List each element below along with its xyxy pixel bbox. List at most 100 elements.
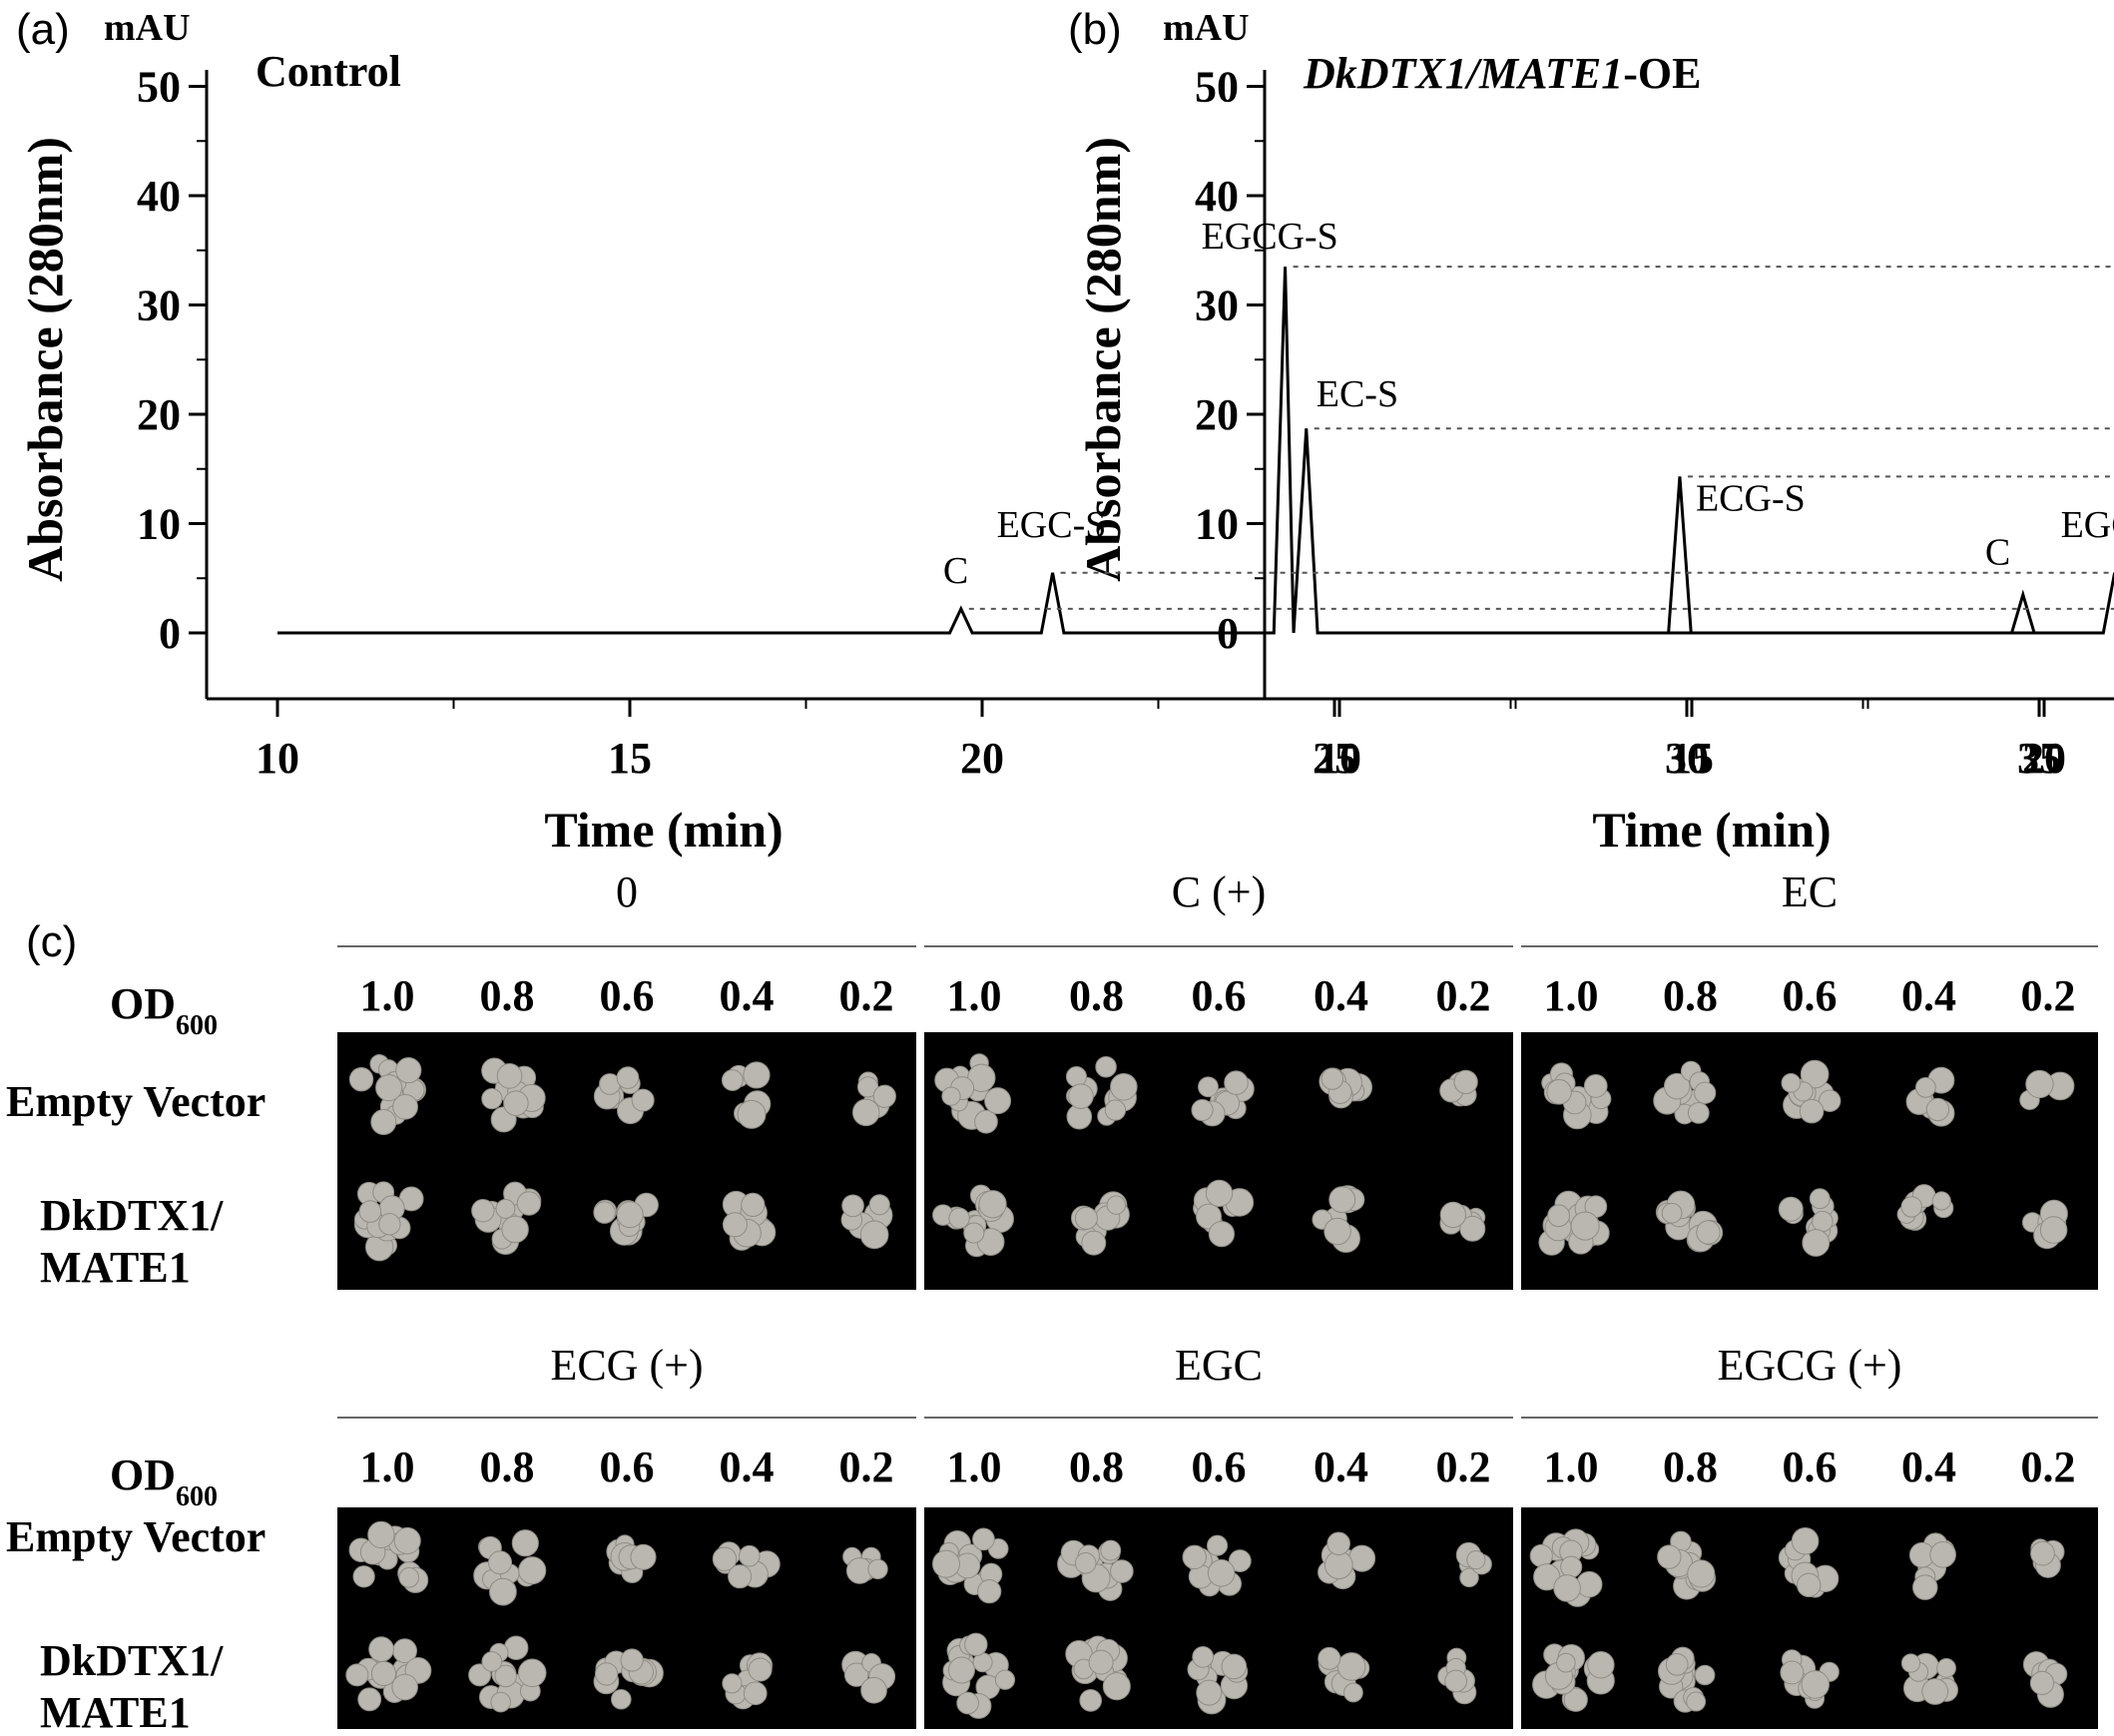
colony (1207, 1559, 1236, 1587)
colony-spot (1780, 1649, 1840, 1709)
colony (1802, 1229, 1831, 1257)
colony (1791, 1526, 1820, 1555)
chart-title-b: DkDTX1/MATE1-OE (1303, 49, 1702, 98)
colony (1068, 1083, 1094, 1109)
od-value: 0.2 (839, 971, 894, 1020)
colony-spot (593, 1648, 664, 1710)
colony (375, 1074, 403, 1102)
od-value: 0.2 (1436, 971, 1491, 1020)
colony (2039, 1216, 2068, 1244)
chart-title-b-suffix: -OE (1623, 49, 1701, 98)
group-title: C (+) (1172, 868, 1266, 916)
colony (2025, 1069, 2054, 1099)
colony (1900, 1653, 1921, 1673)
colony (872, 1084, 896, 1108)
colony (1328, 1186, 1356, 1214)
colony (503, 1635, 529, 1660)
colony (1074, 1552, 1097, 1574)
colony (1570, 1211, 1600, 1241)
panel-letter-b: (b) (1068, 5, 1122, 54)
colony (620, 1648, 644, 1672)
unit-label-a: mAU (104, 7, 191, 49)
colony (984, 1087, 1012, 1115)
y-tick-label: 40 (1195, 172, 1239, 221)
colony-spot (473, 1529, 547, 1606)
od-value: 0.4 (720, 971, 775, 1020)
colony (1921, 1678, 1949, 1705)
colony (378, 1213, 401, 1236)
row-label-empty-vector: Empty Vector (6, 1077, 265, 1126)
colony (1095, 1055, 1117, 1078)
peak-label: ECG-S (1696, 477, 1806, 519)
y-tick-label: 30 (1195, 282, 1239, 330)
x-tick-label: 25 (1313, 734, 1356, 783)
colony (345, 1663, 369, 1687)
colony (1801, 1670, 1831, 1699)
colony (1081, 1230, 1107, 1256)
colony-spot (1193, 1179, 1255, 1248)
colony-spot (1318, 1531, 1376, 1590)
colony (1665, 1653, 1689, 1676)
x-tick-label: 10 (1318, 734, 1361, 783)
colony (1343, 1682, 1363, 1703)
peak-label: EGCG-S (1202, 216, 1338, 258)
colony-spot (1896, 1184, 1954, 1231)
x-axis-title-b: Time (min) (1592, 802, 1831, 858)
colony-spot (722, 1190, 777, 1251)
colony (964, 1632, 988, 1657)
x-tick-label: 35 (2017, 734, 2061, 783)
colony-spot (1908, 1532, 1956, 1600)
colony-spot (1439, 1069, 1478, 1107)
colony-spot (1439, 1201, 1486, 1242)
colony (1102, 1672, 1131, 1701)
colony (843, 1662, 869, 1687)
colony (948, 1207, 970, 1229)
od-value: 0.8 (1069, 1443, 1124, 1491)
colony (616, 1201, 644, 1229)
colony (398, 1566, 420, 1588)
colony (630, 1543, 657, 1570)
od-value: 0.2 (1436, 1443, 1491, 1491)
colony-spot (2030, 1538, 2065, 1578)
y-axis-title-b: Absorbance (280nm) (1075, 137, 1131, 582)
colony-spot (841, 1650, 896, 1704)
colony-spot (1065, 1635, 1131, 1712)
colony (1687, 1559, 1716, 1588)
colony (348, 1066, 374, 1092)
colony (481, 1088, 503, 1110)
x-tick-label: 15 (1670, 734, 1714, 783)
colony (489, 1577, 517, 1606)
colony (1780, 1660, 1805, 1685)
y-tick-label: 0 (1217, 609, 1239, 658)
colony-spot (1057, 1539, 1134, 1601)
colony-spot (1312, 1185, 1365, 1254)
colony-spot (931, 1527, 1009, 1604)
colony-spot (712, 1541, 781, 1589)
colony (352, 1565, 375, 1588)
colony (1563, 1687, 1588, 1712)
colony-spot (1781, 1059, 1842, 1124)
colony (471, 1199, 495, 1223)
chromatogram-trace (277, 267, 2039, 635)
group-title: EGCG (+) (1718, 1341, 1902, 1390)
colony (1100, 1539, 1122, 1561)
colony (1546, 1079, 1572, 1105)
colony (1687, 1102, 1710, 1124)
colony (1088, 1649, 1114, 1675)
colony (1583, 1074, 1608, 1098)
colony (1453, 1069, 1478, 1095)
colony (743, 1061, 771, 1089)
colony (358, 1200, 382, 1223)
colony-spot (2019, 1069, 2075, 1111)
colony-spot (606, 1534, 657, 1583)
colony-spot (348, 1054, 427, 1136)
od-value: 0.6 (1783, 1443, 1838, 1491)
colony (1553, 1574, 1581, 1602)
colony (963, 1222, 985, 1244)
colony (1912, 1574, 1938, 1600)
colony-spot (593, 1192, 659, 1246)
y-axis-title-a: Absorbance (280nm) (17, 137, 73, 582)
od-value: 0.8 (480, 1443, 535, 1491)
od-value: 0.4 (1901, 1443, 1956, 1491)
